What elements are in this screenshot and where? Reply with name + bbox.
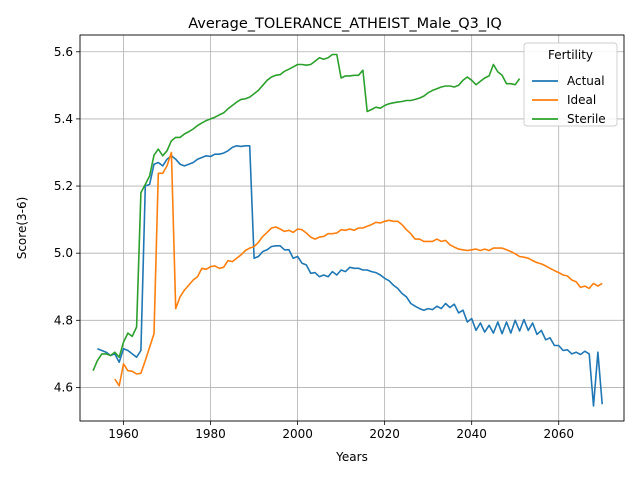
series-line-sterile	[92, 53, 521, 372]
y-tick-label: 5.4	[54, 112, 73, 126]
legend-label-sterile: Sterile	[567, 112, 606, 126]
y-tick-label: 5.2	[54, 179, 73, 193]
plot-area-frame	[79, 34, 625, 422]
y-tick-label: 4.6	[54, 380, 73, 394]
legend-title: Fertility	[548, 48, 593, 62]
legend-label-actual: Actual	[567, 74, 605, 88]
chart-title: Average_TOLERANCE_ATHEIST_Male_Q3_IQ	[188, 16, 502, 32]
x-axis-label: Years	[335, 450, 368, 464]
y-tick-label: 5.0	[54, 246, 73, 260]
x-tick-label: 2020	[369, 427, 400, 441]
axis-ticks: 1960 1980 2000 2020 2040 2060 4.6 4.8 5.0 5.2 5.4 5…	[54, 45, 574, 441]
y-tick-label: 5.6	[54, 45, 73, 59]
y-tick-label: 4.8	[54, 313, 73, 327]
legend-box	[523, 42, 618, 127]
legend-label-ideal: Ideal	[567, 93, 596, 107]
x-tick-label: 2060	[543, 427, 574, 441]
series-line-actual	[97, 145, 603, 407]
x-tick-label: 2000	[282, 427, 313, 441]
series-line-ideal	[114, 151, 603, 387]
legend: Fertility Actual Ideal Sterile	[523, 42, 618, 127]
series-layer	[92, 53, 603, 407]
x-tick-label: 1980	[195, 427, 226, 441]
x-tick-label: 1960	[108, 427, 139, 441]
y-axis-label: Score(3-6)	[15, 197, 29, 260]
x-tick-label: 2040	[456, 427, 487, 441]
